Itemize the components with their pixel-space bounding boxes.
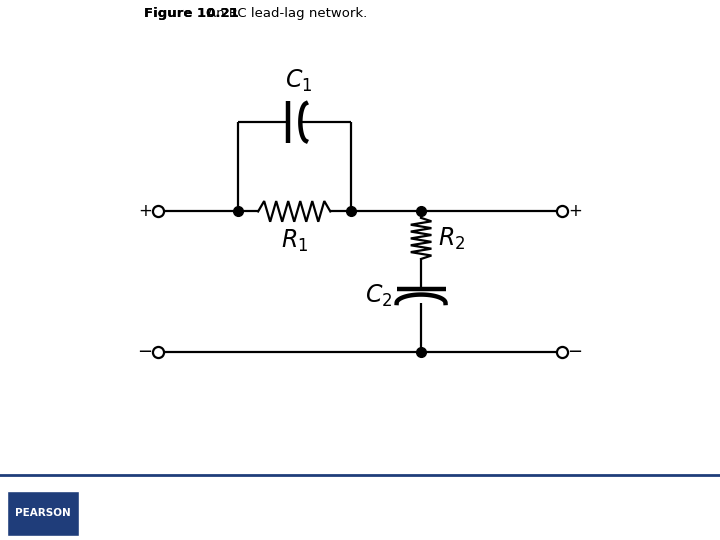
Bar — [7, 491, 79, 536]
Text: Richard C. Dorf and Robert H. Bishop: Richard C. Dorf and Robert H. Bishop — [108, 520, 301, 530]
Text: PEARSON: PEARSON — [15, 508, 71, 518]
Text: +: + — [568, 202, 582, 220]
Text: −: − — [138, 343, 153, 361]
Text: $C_1$: $C_1$ — [285, 68, 312, 94]
Text: Figure 10.21: Figure 10.21 — [144, 7, 238, 20]
Text: An RC lead-lag network.: An RC lead-lag network. — [207, 7, 368, 20]
Text: All rights reserved.: All rights reserved. — [623, 528, 713, 536]
Text: $R_1$: $R_1$ — [281, 228, 308, 254]
Text: Upper Saddle River, New Jersey 07458: Upper Saddle River, New Jersey 07458 — [529, 511, 713, 520]
Text: $C_2$: $C_2$ — [364, 283, 392, 309]
Text: $R_2$: $R_2$ — [438, 225, 465, 252]
Text: +: + — [138, 202, 152, 220]
Text: Copyright ©2008 by Pearson Education, Inc.: Copyright ©2008 by Pearson Education, In… — [501, 495, 713, 504]
Text: Figure 10.21: Figure 10.21 — [144, 7, 238, 20]
Text: Modern Control Systems, Eleventh Edition: Modern Control Systems, Eleventh Edition — [108, 497, 327, 507]
Text: Figure 10.21   An RC lead-lag network.: Figure 10.21 An RC lead-lag network. — [144, 7, 400, 20]
Text: −: − — [567, 343, 582, 361]
